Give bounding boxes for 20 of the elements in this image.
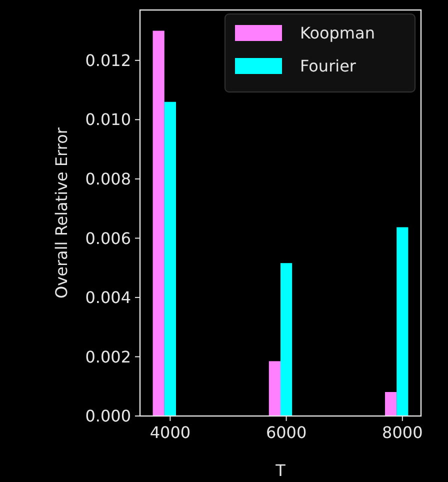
bar — [385, 392, 397, 416]
y-tick-label: 0.002 — [85, 347, 131, 366]
bar — [152, 30, 164, 416]
y-tick-label: 0.004 — [85, 288, 131, 308]
bar — [268, 361, 280, 416]
y-tick-label: 0.010 — [85, 110, 131, 130]
legend-label: Fourier — [300, 56, 356, 76]
y-tick-label: 0.000 — [85, 406, 131, 426]
x-axis-title: T — [274, 461, 286, 480]
x-tick-label: 6000 — [266, 423, 307, 442]
y-axis-title: Overall Relative Error — [52, 127, 71, 298]
legend-label: Koopman — [300, 24, 375, 43]
y-tick-label: 0.012 — [85, 50, 131, 70]
y-tick-label: 0.006 — [85, 228, 131, 248]
x-tick-label: 8000 — [382, 423, 423, 442]
bar — [396, 227, 408, 416]
bar — [164, 102, 176, 416]
x-tick-label: 4000 — [150, 423, 191, 442]
y-tick-label: 0.008 — [85, 170, 131, 189]
bar — [280, 263, 292, 416]
